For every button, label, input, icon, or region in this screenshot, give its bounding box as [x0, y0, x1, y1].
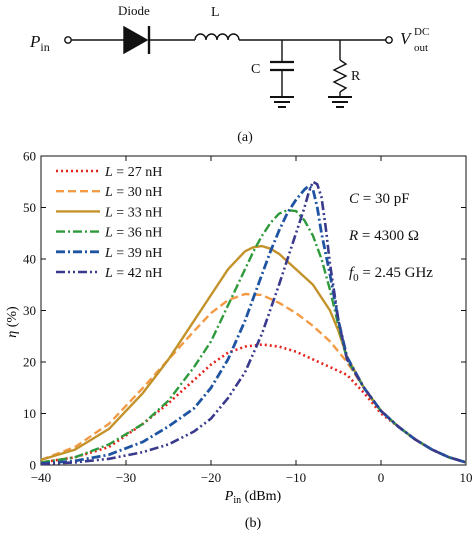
legend-label: L = 33 nH [104, 205, 162, 220]
diode-symbol [123, 25, 149, 55]
legend-label: L = 39 nH [104, 246, 162, 261]
x-axis-label: Pin (dBm) [224, 489, 282, 506]
series-line-1 [40, 343, 467, 464]
annotation-text: R = 4300 Ω [348, 228, 419, 244]
series-line-5 [40, 184, 467, 465]
circuit-labels: Pin Diode L C R V DC out (a) [29, 3, 429, 145]
res-ground-icon [328, 96, 352, 108]
caption-a: (a) [237, 130, 253, 145]
y-tick-label: 0 [30, 458, 37, 473]
input-label: Pin [29, 32, 50, 54]
legend: L = 27 nH L = 30 nH L = 33 nH L = 36 nH L = … [56, 165, 162, 281]
output-label-sup: DC [414, 26, 429, 38]
series-line-2 [40, 292, 467, 464]
inductor-symbol [194, 33, 240, 41]
x-tick-label: 0 [378, 470, 385, 485]
x-tick-label: −30 [116, 470, 136, 485]
inductor-label: L [211, 5, 220, 20]
caption-b: (b) [245, 516, 262, 531]
annotation-text: C = 30 pF [349, 191, 410, 207]
circuit-diagram [64, 25, 393, 108]
input-terminal [64, 36, 72, 44]
legend-label: L = 42 nH [104, 266, 162, 281]
output-label-sub: out [414, 42, 428, 54]
x-tick-label: −20 [201, 470, 221, 485]
series-layer [40, 180, 467, 466]
resistor-label: R [351, 69, 361, 84]
x-tick-label: −40 [31, 470, 51, 485]
y-tick-label: 50 [23, 200, 36, 215]
diode-label: Diode [118, 3, 150, 18]
x-tick-label: −10 [286, 470, 306, 485]
series-line-6 [40, 180, 467, 466]
legend-label: L = 36 nH [104, 226, 162, 241]
input-label-sub: in [40, 40, 49, 54]
resistor-symbol [332, 59, 348, 93]
y-tick-label: 10 [23, 406, 36, 421]
y-tick-label: 60 [23, 149, 36, 164]
y-tick-label: 30 [23, 303, 36, 318]
legend-label: L = 30 nH [104, 185, 162, 200]
capacitor-label: C [251, 62, 260, 77]
y-axis-label: η (%) [5, 306, 20, 338]
legend-label: L = 27 nH [104, 165, 162, 180]
annotations: C = 30 pF R = 4300 Ω f0 = 2.45 GHz [348, 191, 433, 284]
x-tick-label: 10 [460, 470, 473, 485]
output-label: V [400, 29, 413, 48]
output-terminal [385, 36, 393, 44]
cap-ground-icon [270, 96, 294, 108]
annotation-text: f0 = 2.45 GHz [349, 265, 433, 284]
y-tick-label: 20 [23, 355, 36, 370]
axis-ticks: −40 −30 −20 −10 0 10 0 10 20 30 40 50 60 [23, 149, 473, 486]
y-tick-label: 40 [23, 252, 36, 267]
